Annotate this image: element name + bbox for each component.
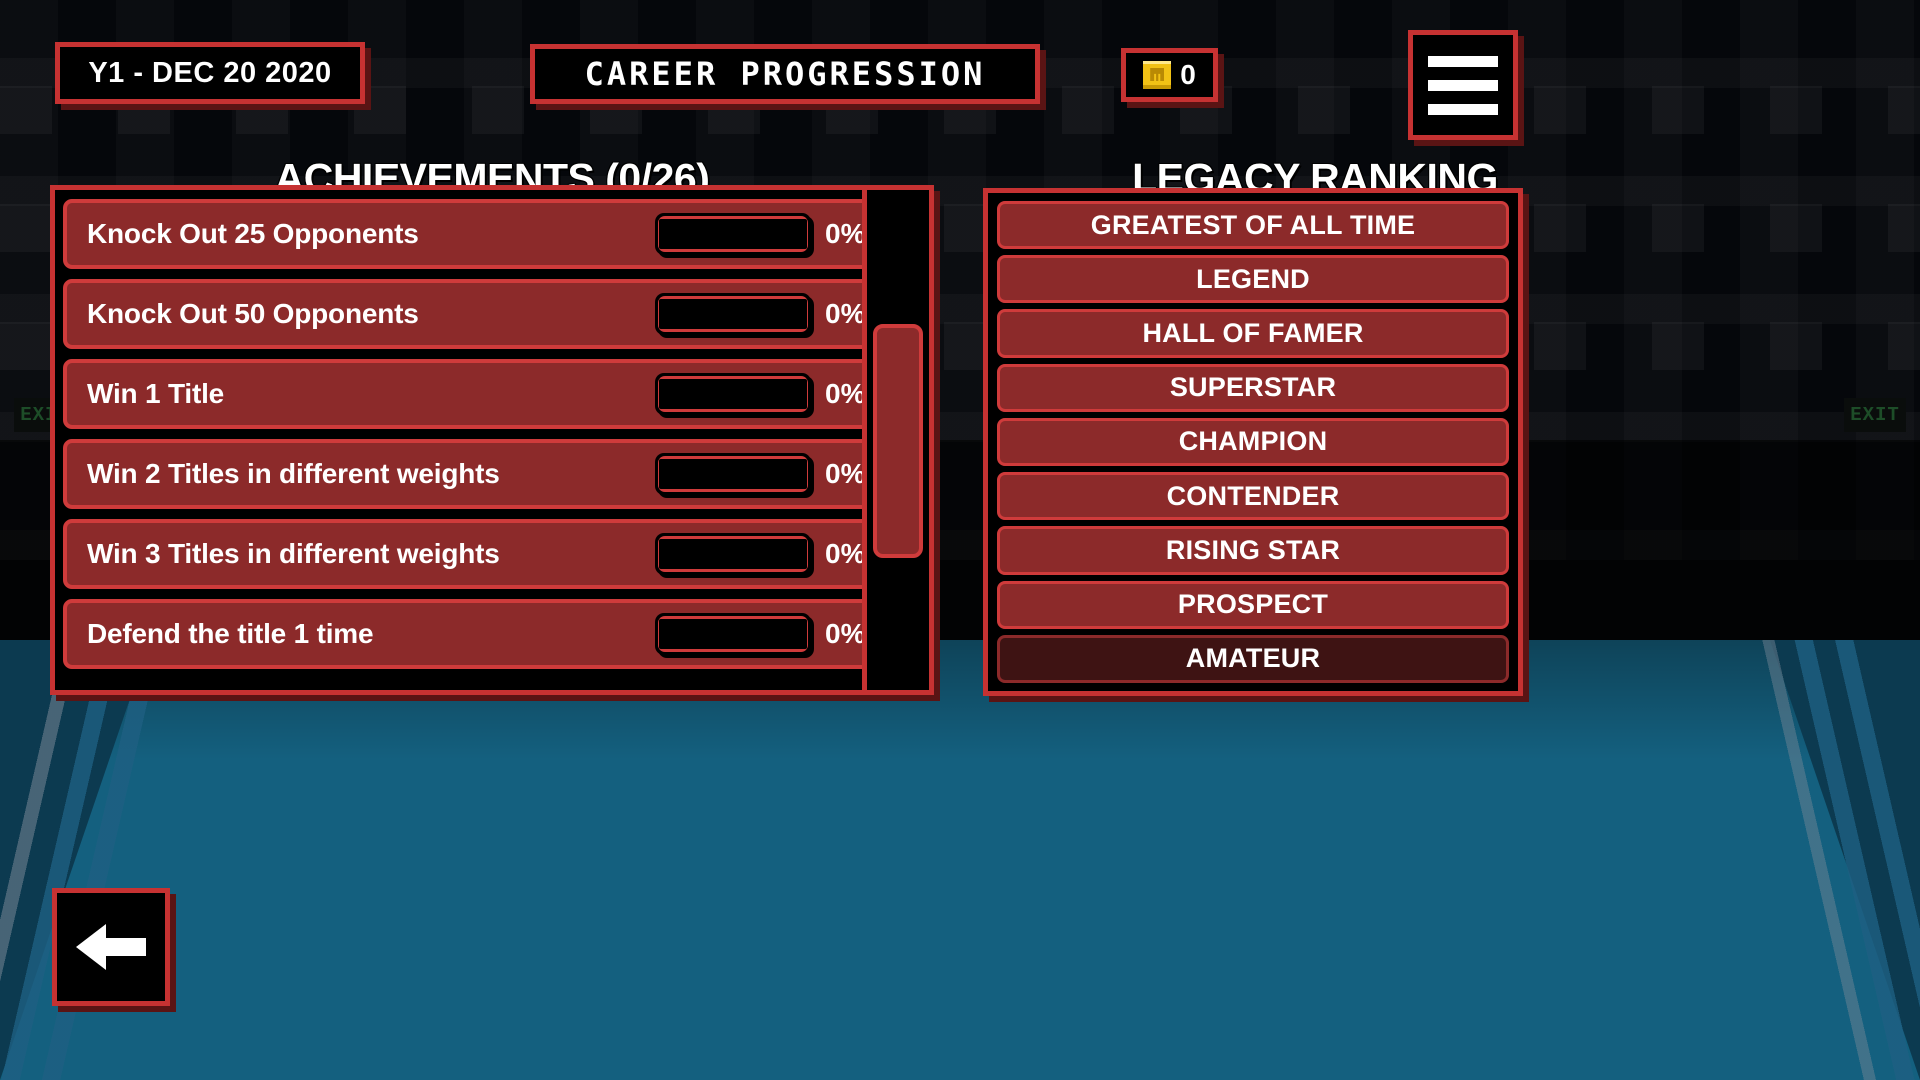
achievement-label: Defend the title 1 time: [87, 618, 374, 649]
legacy-rank-row[interactable]: SUPERSTAR: [997, 363, 1509, 412]
achievement-label: Win 1 Title: [87, 378, 225, 409]
legacy-rank-row[interactable]: RISING STAR: [997, 526, 1509, 575]
achievement-progress-bar: [655, 293, 811, 335]
achievement-row[interactable]: Win 2 Titles in different weights 0%: [63, 439, 917, 509]
menu-bar: [1428, 79, 1498, 91]
legacy-ranking-list: GREATEST OF ALL TIME LEGEND HALL OF FAMER S…: [983, 188, 1523, 696]
achievement-percent: 0%: [825, 298, 866, 329]
achievement-progress-bar: [655, 373, 811, 415]
achievement-row[interactable]: Defend the title 1 time 0%: [63, 599, 917, 669]
scrollbar-thumb[interactable]: [873, 324, 923, 558]
legacy-rank-row[interactable]: GREATEST OF ALL TIME: [997, 201, 1509, 250]
achievements-list: Knock Out 25 Opponents 0% Knock Out 50 Opp…: [50, 185, 930, 695]
achievement-percent: 0%: [825, 218, 866, 249]
legacy-rank-row[interactable]: CONTENDER: [997, 472, 1509, 521]
legacy-rank-row[interactable]: HALL OF FAMER: [997, 309, 1509, 358]
hamburger-menu-icon[interactable]: [1408, 30, 1518, 140]
screen-title-chip: CAREER PROGRESSION: [530, 44, 1040, 104]
achievement-row[interactable]: Win 1 Title 0%: [63, 359, 917, 429]
legacy-rank-row[interactable]: PROSPECT: [997, 580, 1509, 629]
career-date-label: Y1 - DEC 20 2020: [88, 56, 332, 89]
achievement-percent: 0%: [825, 378, 866, 409]
achievement-percent: 0%: [825, 458, 866, 489]
achievement-progress-bar: [655, 453, 811, 495]
page-title: CAREER PROGRESSION: [584, 55, 986, 93]
legacy-rank-row[interactable]: CHAMPION: [997, 417, 1509, 467]
legacy-rank-row[interactable]: LEGEND: [997, 255, 1509, 304]
achievement-row[interactable]: Knock Out 50 Opponents 0%: [63, 279, 917, 349]
achievements-scrollbar[interactable]: [862, 185, 934, 695]
achievement-label: Knock Out 25 Opponents: [87, 218, 419, 249]
arrow-left-icon: [76, 924, 146, 970]
ring-perspective-lines: [0, 640, 1920, 1080]
achievement-row[interactable]: Knock Out 25 Opponents 0%: [63, 199, 917, 269]
achievement-progress-bar: [655, 613, 811, 655]
currency-chip[interactable]: 0: [1121, 48, 1218, 102]
achievement-label: Win 2 Titles in different weights: [87, 458, 500, 489]
achievement-percent: 0%: [825, 618, 866, 649]
career-date-chip: Y1 - DEC 20 2020: [55, 42, 365, 104]
achievement-row[interactable]: Win 3 Titles in different weights 0%: [63, 519, 917, 589]
menu-bar: [1428, 55, 1498, 67]
menu-bar: [1428, 103, 1498, 115]
back-button[interactable]: [52, 888, 170, 1006]
exit-sign-right: EXIT: [1844, 398, 1906, 432]
achievement-label: Knock Out 50 Opponents: [87, 298, 419, 329]
coin-icon: [1143, 61, 1172, 89]
achievement-progress-bar: [655, 533, 811, 575]
achievement-progress-bar: [655, 213, 811, 255]
achievement-label: Win 3 Titles in different weights: [87, 538, 500, 569]
legacy-rank-row-current[interactable]: AMATEUR: [997, 634, 1509, 683]
achievement-percent: 0%: [825, 538, 866, 569]
coin-count: 0: [1180, 59, 1196, 90]
